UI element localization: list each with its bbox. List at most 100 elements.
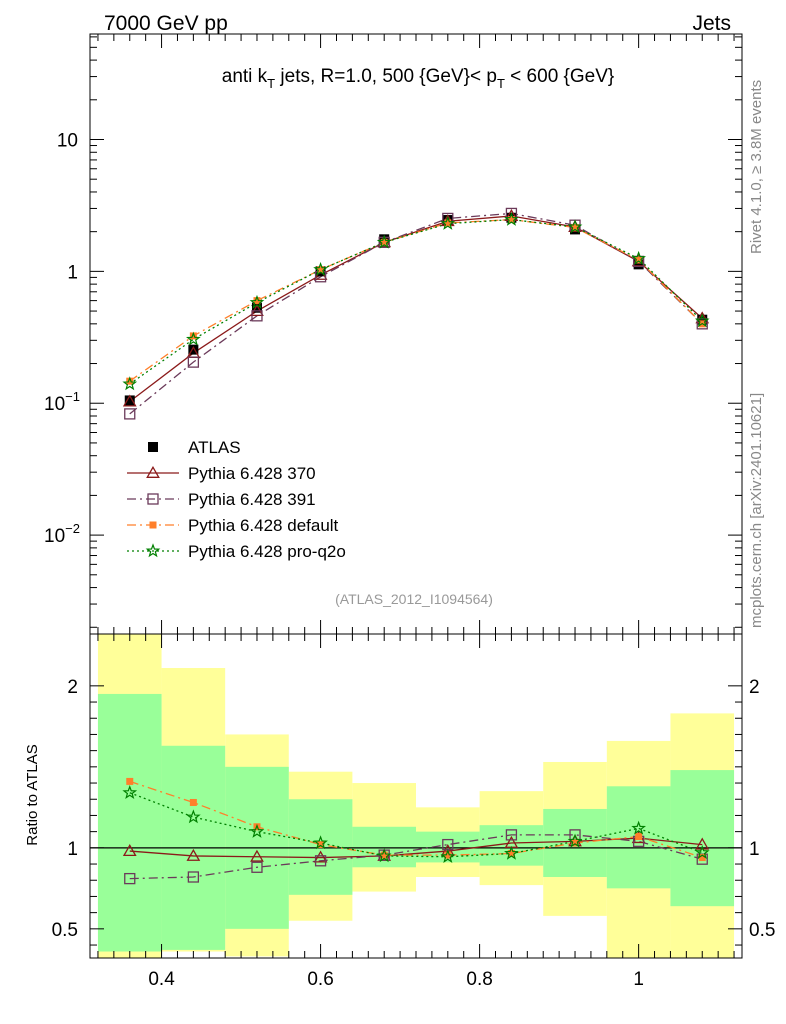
header-right-label: Jets (692, 12, 731, 35)
main-title: anti kT jets, R=1.0, 500 {GeV}< pT < 600… (222, 66, 615, 91)
ratio-data-point (376, 848, 392, 863)
y-tick-label: 10−2 (44, 521, 80, 547)
main-data-point (122, 394, 137, 407)
header-left-label: 7000 GeV pp (104, 12, 228, 35)
legend-label: Pythia 6.428 391 (188, 490, 316, 509)
main-data-point (440, 215, 456, 230)
legend-label: Pythia 6.428 370 (188, 464, 316, 483)
ratio-data-point (126, 777, 134, 785)
ratio-data-point (122, 844, 137, 857)
ratio-y-tick-label: 2 (67, 677, 78, 698)
main-series-line (129, 218, 703, 385)
x-tick-label: 0.8 (466, 969, 492, 990)
ratio-data-point (314, 855, 327, 867)
main-data-point (504, 211, 519, 226)
main-data-point (633, 259, 644, 270)
ratio-data-point (698, 854, 706, 862)
side-label-top: Rivet 4.1.0, ≥ 3.8M events (748, 80, 765, 254)
main-series-line (129, 212, 703, 415)
ratio-data-point (250, 849, 264, 862)
ratio-data-point (186, 809, 201, 824)
ratio-data-point (249, 823, 265, 838)
main-data-point (696, 318, 708, 330)
legend-label: Pythia 6.428 pro-q2o (188, 542, 346, 561)
ratio-data-point (694, 844, 710, 859)
ratio-data-point (187, 871, 200, 883)
main-title-part-c: < 600 {GeV} (505, 66, 614, 87)
main-data-point (317, 266, 325, 274)
ratio-data-point (505, 829, 518, 841)
ratio-data-point (186, 848, 201, 861)
main-data-point (249, 294, 265, 309)
ratio-y-tick-label: 1 (67, 839, 78, 860)
main-data-point (571, 224, 579, 232)
main-data-point (124, 395, 135, 406)
main-data-point (567, 219, 583, 234)
uncertainty-band-inner (97, 693, 162, 952)
ratio-y-tick-label-right: 1 (749, 839, 760, 860)
main-data-point (124, 408, 136, 420)
ratio-y-tick-label: 0.5 (52, 920, 78, 941)
ratio-data-point (380, 851, 388, 859)
main-data-point (631, 250, 646, 265)
main-panel: 10 1 10−1 10−2 ATLAS Pythia 6.428 370 Pythia 6… (44, 33, 743, 635)
ratio-data-point (504, 845, 519, 860)
main-data-point (187, 356, 200, 368)
main-data-point (251, 310, 263, 322)
legend-label: ATLAS (188, 438, 241, 457)
main-series-line (129, 218, 703, 382)
main-data-point (313, 261, 328, 276)
ratio-data-point (444, 851, 452, 859)
main-data-point (253, 297, 261, 305)
legend-label: Pythia 6.428 default (188, 516, 339, 535)
main-data-point (188, 344, 199, 355)
main-data-point (376, 234, 392, 249)
ratio-data-point (124, 872, 136, 885)
main-title-sub-b: T (497, 76, 505, 91)
ratio-data-point (631, 820, 646, 835)
main-data-point (126, 377, 134, 385)
x-tick-label: 0.6 (307, 969, 333, 990)
main-data-point (635, 256, 643, 264)
ratio-ylabel: Ratio to ATLAS (24, 744, 41, 845)
ratio-data-point (635, 833, 643, 840)
side-label-bottom: mcplots.cern.ch [arXiv:2401.10621] (748, 393, 765, 628)
ratio-data-point (440, 849, 456, 864)
main-title-part-a: anti k (222, 66, 268, 87)
main-data-point (697, 314, 708, 325)
ratio-series-line (129, 834, 703, 880)
ratio-frame (89, 633, 743, 959)
ratio-data-point (317, 841, 325, 849)
x-tick-label: 0.4 (148, 969, 175, 990)
main-title-part-b: jets, R=1.0, 500 {GeV}< p (275, 66, 497, 87)
main-data-point (632, 255, 645, 268)
main-data-point (380, 238, 388, 246)
main-data-point (444, 219, 452, 227)
y-tick-label: 10−1 (44, 389, 80, 415)
main-title-sub-a: T (267, 76, 275, 91)
main-data-point (507, 216, 515, 224)
uncertainty-bands (97, 634, 735, 958)
main-data-point (122, 376, 138, 391)
ratio-y-tick-label-right: 0.5 (749, 920, 775, 941)
ratio-data-point (313, 835, 328, 850)
main-series-line (129, 215, 703, 403)
main-data-point (694, 313, 710, 328)
main-data-point (251, 302, 262, 313)
ratio-data-point (189, 798, 197, 806)
ratio-data-point (122, 785, 138, 800)
uncertainty-band-inner (352, 826, 416, 868)
ratio-series-line (129, 792, 703, 858)
ratio-series-line (129, 780, 703, 859)
ratio-data-point (251, 861, 263, 873)
main-data-point (186, 331, 201, 346)
ratio-data-point (313, 850, 328, 863)
legend-marker (148, 442, 158, 452)
legend-marker (145, 543, 161, 558)
ratio-data-point (695, 837, 710, 850)
legend-marker (146, 465, 160, 478)
ratio-panel: 2 2 1 1 0.5 0.5 0.4 0.6 0.8 1 (52, 633, 775, 990)
x-tick-label: 1 (633, 969, 644, 990)
legend-marker (147, 493, 159, 505)
ratio-y-tick-label-right: 2 (749, 677, 760, 698)
